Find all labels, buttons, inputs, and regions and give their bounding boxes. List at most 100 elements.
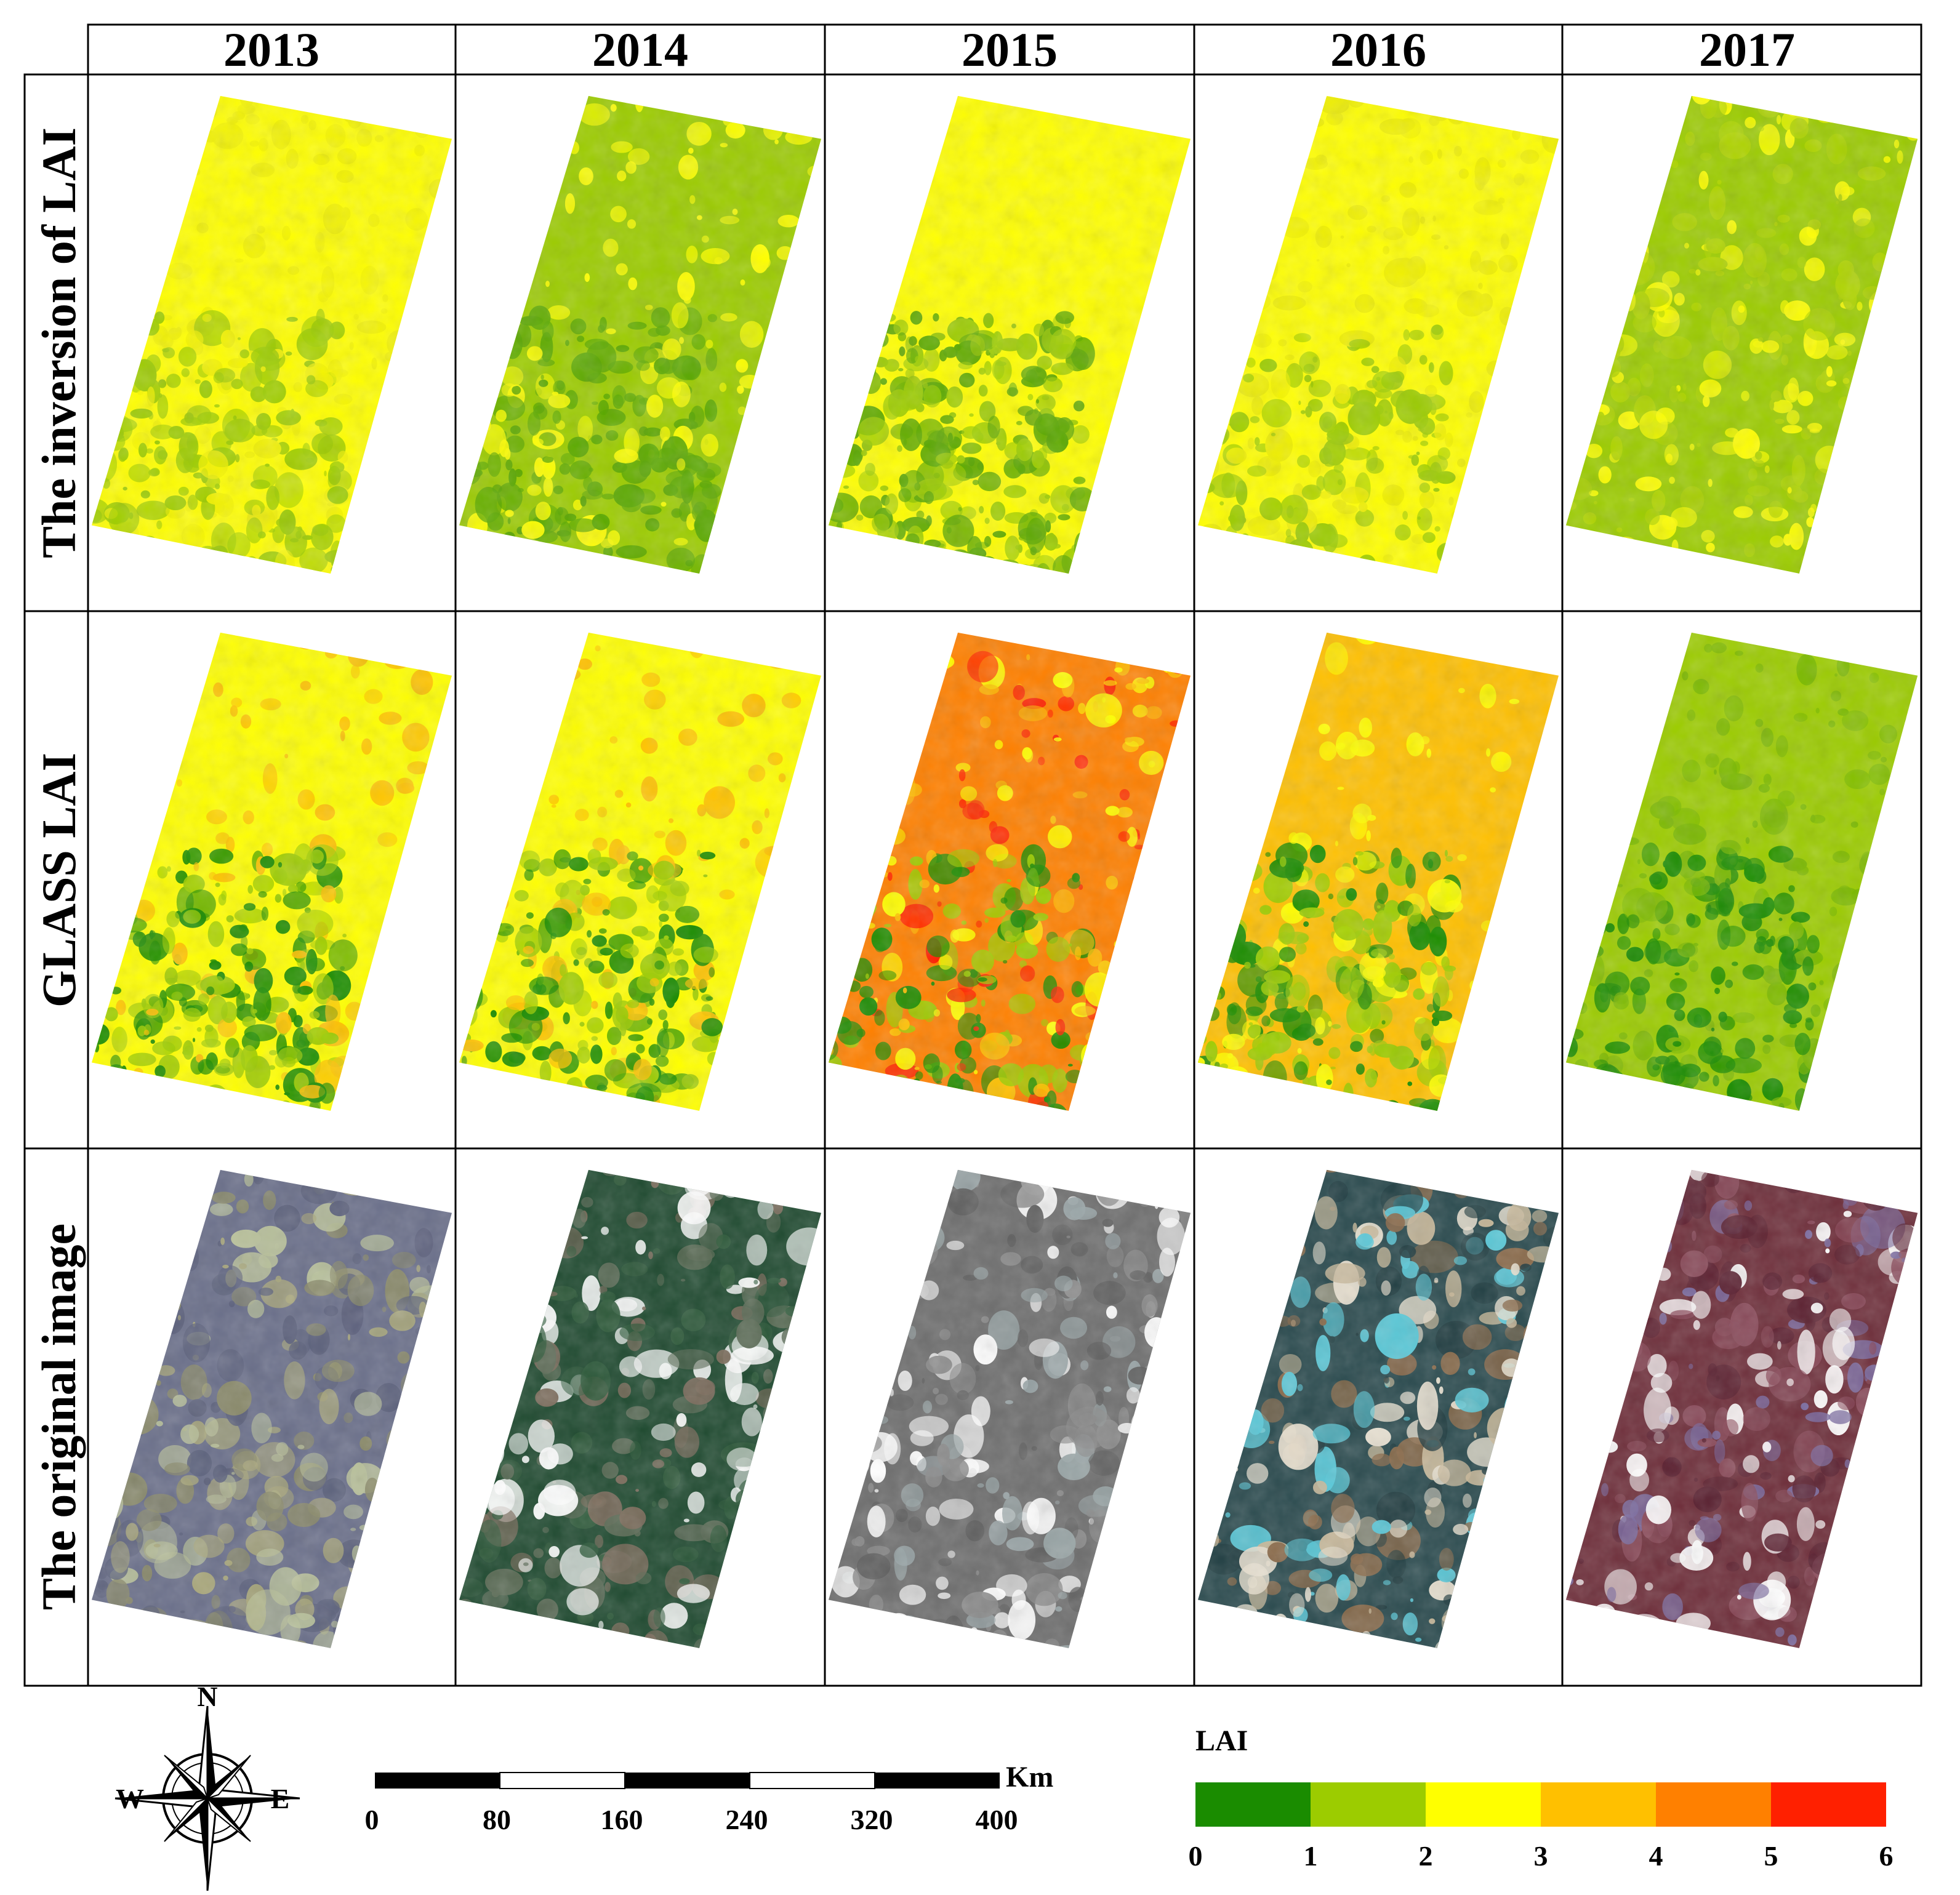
land-patch: [110, 1088, 119, 1099]
land-patch: [396, 1630, 427, 1648]
land-patch: [1226, 1119, 1248, 1134]
land-patch: [515, 1205, 523, 1212]
land-patch: [734, 990, 756, 1009]
land-patch: [739, 1577, 766, 1598]
land-patch: [170, 592, 181, 609]
land-patch: [816, 1665, 824, 1673]
land-patch: [1641, 571, 1657, 574]
land-patch: [852, 534, 870, 551]
land-patch: [1876, 519, 1910, 545]
panel-texture: [1565, 95, 1918, 574]
land-patch: [1357, 1097, 1370, 1111]
land-patch: [805, 1328, 821, 1362]
land-patch: [427, 1338, 446, 1380]
land-patch: [1213, 144, 1242, 174]
land-patch: [1255, 1115, 1275, 1132]
land-patch: [1565, 1081, 1573, 1099]
land-patch: [1886, 95, 1918, 105]
land-patch: [829, 471, 840, 485]
land-patch: [478, 550, 494, 564]
land-patch: [1605, 708, 1627, 735]
land-patch: [1328, 565, 1359, 574]
land-patch: [535, 1106, 543, 1111]
panel-texture: [1197, 95, 1559, 574]
land-patch: [605, 580, 637, 607]
land-patch: [795, 1105, 808, 1111]
land-patch: [1909, 920, 1918, 931]
land-patch: [1876, 306, 1892, 317]
land-patch: [572, 1128, 584, 1143]
land-patch: [408, 1542, 445, 1585]
land-patch: [1565, 161, 1578, 181]
land-patch: [113, 1358, 140, 1380]
land-patch: [1618, 256, 1641, 274]
land-patch: [1832, 487, 1840, 501]
land-patch: [1283, 1082, 1290, 1096]
land-patch: [1783, 96, 1802, 112]
land-patch: [1099, 1581, 1117, 1603]
land-patch: [1176, 851, 1187, 875]
land-patch: [259, 95, 277, 100]
land-patch: [167, 737, 174, 744]
land-patch: [1842, 999, 1862, 1025]
land-patch: [1247, 689, 1251, 696]
land-patch: [1584, 133, 1594, 145]
land-patch: [1906, 70, 1921, 82]
land-patch: [1877, 1118, 1886, 1128]
land-patch: [829, 441, 833, 458]
land-patch: [110, 321, 118, 326]
land-patch: [975, 1656, 992, 1683]
map-panel-original-2013: [91, 1156, 452, 1648]
land-patch: [1279, 566, 1309, 574]
land-patch: [460, 1174, 499, 1195]
land-patch: [1586, 935, 1593, 942]
land-patch: [161, 114, 179, 134]
land-patch: [469, 878, 473, 882]
land-patch: [323, 95, 356, 110]
land-patch: [1615, 95, 1628, 102]
land-patch: [947, 1667, 954, 1678]
land-patch: [154, 1323, 168, 1344]
year-label-2015: 2015: [962, 23, 1058, 76]
land-patch: [1583, 136, 1599, 148]
land-patch: [1142, 955, 1170, 972]
land-patch: [813, 1000, 821, 1012]
land-patch: [1565, 302, 1575, 332]
land-patch: [832, 1259, 858, 1276]
land-patch: [801, 1334, 821, 1360]
land-patch: [1200, 217, 1210, 228]
land-patch: [1567, 116, 1573, 122]
land-patch: [435, 225, 452, 250]
land-patch: [718, 1646, 726, 1648]
land-patch: [463, 80, 474, 94]
land-patch: [393, 1107, 400, 1111]
land-patch: [380, 1530, 391, 1543]
land-patch: [808, 1431, 821, 1443]
land-patch: [1125, 961, 1134, 971]
row-label-original: The original image: [32, 1224, 86, 1610]
land-patch: [1215, 1100, 1234, 1111]
land-patch: [1733, 582, 1740, 585]
land-patch: [1187, 1386, 1191, 1396]
land-patch: [1525, 390, 1549, 409]
land-patch: [1184, 927, 1191, 952]
land-patch: [1115, 1637, 1123, 1646]
land-patch: [1071, 1645, 1101, 1648]
land-patch: [745, 1169, 769, 1182]
land-patch: [1181, 1365, 1191, 1377]
land-patch: [459, 1249, 475, 1273]
land-patch: [536, 1621, 572, 1648]
land-patch: [946, 577, 957, 588]
land-patch: [1873, 478, 1878, 486]
land-patch: [831, 1142, 854, 1163]
land-patch: [1038, 1128, 1054, 1139]
land-patch: [1143, 1662, 1164, 1677]
land-patch: [1576, 202, 1589, 220]
land-patch: [260, 1156, 290, 1169]
land-patch: [1215, 292, 1220, 295]
land-patch: [100, 1081, 115, 1088]
land-patch: [209, 561, 217, 570]
map-panel-glass-2015: [829, 632, 1191, 1139]
land-patch: [829, 1189, 856, 1230]
land-patch: [1168, 1615, 1190, 1635]
